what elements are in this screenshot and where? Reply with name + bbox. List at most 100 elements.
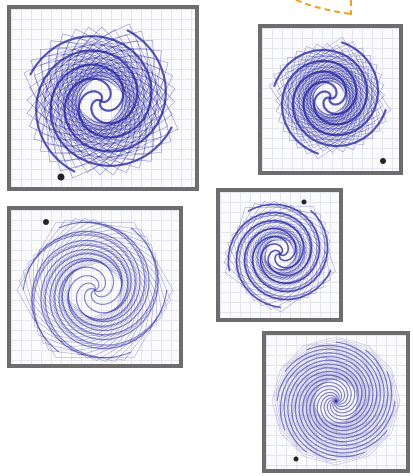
spiral-polygon: [69, 69, 133, 133]
spiral-drawing: [271, 336, 401, 466]
spiral-polygon: [61, 252, 129, 328]
spiral-polygon: [72, 72, 130, 130]
spiral-polygon: [63, 259, 127, 321]
spiral-polygon: [75, 75, 127, 127]
spiral-polygon: [46, 46, 156, 156]
spiral-arm: [302, 371, 393, 446]
spiral-polygon: [312, 377, 360, 425]
spiral-panel-1[interactable]: [7, 5, 199, 191]
spiral-arm: [227, 211, 313, 277]
spiral-panel-2[interactable]: [258, 24, 403, 175]
spiral-polygon: [276, 44, 384, 152]
spiral-polygon: [64, 64, 138, 138]
spiral-polygon: [297, 362, 375, 440]
spiral-polygon: [296, 361, 376, 441]
spiral-arm: [309, 341, 385, 439]
spiral-polygon: [297, 65, 363, 131]
spiral-arm: [302, 41, 380, 137]
spiral-arm: [58, 227, 159, 341]
spiral-polygon: [40, 40, 162, 162]
spiral-polygon: [42, 242, 148, 338]
spiral-polygon: [264, 237, 298, 272]
spiral-polygon: [255, 232, 305, 280]
spiral-panel-4[interactable]: [216, 188, 343, 322]
spiral-polygon: [302, 70, 358, 126]
spiral-polygon: [273, 338, 399, 464]
spiral-polygon: [273, 41, 387, 155]
spiral-polygon: [57, 57, 145, 145]
spiral-polygon: [60, 259, 130, 321]
spiral-arm: [291, 70, 387, 148]
spiral-polygon: [293, 61, 367, 135]
spiral-polygon: [292, 357, 380, 445]
spiral-polygon: [60, 60, 142, 142]
spiral-polygon: [259, 234, 298, 273]
spiral-polygon: [55, 55, 147, 147]
spiral-polygon: [44, 44, 158, 158]
spiral-arm: [284, 348, 378, 432]
spiral-polygon: [263, 239, 297, 272]
spiral-arm: [294, 370, 388, 454]
spiral-arm: [276, 352, 374, 428]
spiral-polygon: [66, 66, 136, 136]
spiral-polygon: [67, 67, 135, 135]
spiral-polygon: [22, 218, 168, 362]
spiral-drawing: [16, 218, 174, 362]
spiral-polygon: [43, 235, 147, 345]
spiral-polygon: [48, 48, 154, 154]
spiral-polygon: [52, 52, 150, 150]
spiral-arm: [49, 257, 168, 350]
start-marker-dot: [43, 219, 49, 225]
spiral-arm: [235, 219, 305, 309]
spiral-polygon: [52, 247, 138, 333]
spiral-polygon: [16, 222, 174, 358]
spiral-polygon: [287, 55, 373, 141]
spiral-polygon: [40, 40, 162, 162]
spiral-polygon: [293, 358, 379, 444]
spiral-polygon: [231, 201, 331, 298]
spiral-polygon: [249, 227, 309, 286]
spiral-polygon: [44, 44, 158, 158]
spiral-polygon: [242, 220, 315, 292]
spiral-polygon: [255, 230, 302, 277]
spiral-polygon: [27, 218, 163, 362]
spiral-arm: [49, 63, 173, 167]
spiral-polygon: [309, 77, 351, 119]
spiral-polygon: [239, 211, 322, 290]
spiral-polygon: [303, 368, 369, 434]
spiral-polygon: [305, 370, 367, 432]
spiral-polygon: [48, 48, 154, 154]
spiral-polygon: [63, 63, 139, 139]
spiral-polygon: [71, 71, 131, 131]
spiral-polygon: [227, 200, 329, 301]
spiral-arm: [298, 374, 396, 450]
spiral-polygon: [23, 23, 179, 179]
spiral-polygon: [254, 230, 302, 279]
spiral-polygon: [307, 75, 353, 121]
spiral-polygon: [68, 68, 134, 134]
spiral-polygon: [42, 42, 160, 160]
spiral-polygon: [279, 47, 381, 149]
spiral-arm: [306, 344, 381, 435]
spiral-panel-5[interactable]: [262, 331, 410, 473]
spiral-polygon: [43, 232, 147, 348]
spiral-polygon: [296, 64, 364, 132]
spiral-panel-3[interactable]: [7, 206, 183, 368]
spiral-polygon: [60, 255, 130, 325]
spiral-polygon: [71, 71, 131, 131]
spiral-polygon: [61, 253, 129, 327]
spiral-polygon: [33, 33, 169, 169]
spiral-arm: [31, 239, 132, 353]
spiral-polygon: [313, 378, 359, 424]
spiral-arm: [280, 59, 358, 155]
spiral-polygon: [31, 233, 159, 347]
spiral-polygon: [279, 47, 381, 149]
spiral-polygon: [245, 216, 321, 294]
spiral-drawing: [223, 199, 336, 313]
start-marker-dot: [301, 199, 307, 205]
spiral-polygon: [72, 72, 130, 130]
spiral-polygon: [59, 59, 143, 143]
spiral-polygon: [244, 213, 322, 293]
spiral-figure: [16, 218, 174, 362]
